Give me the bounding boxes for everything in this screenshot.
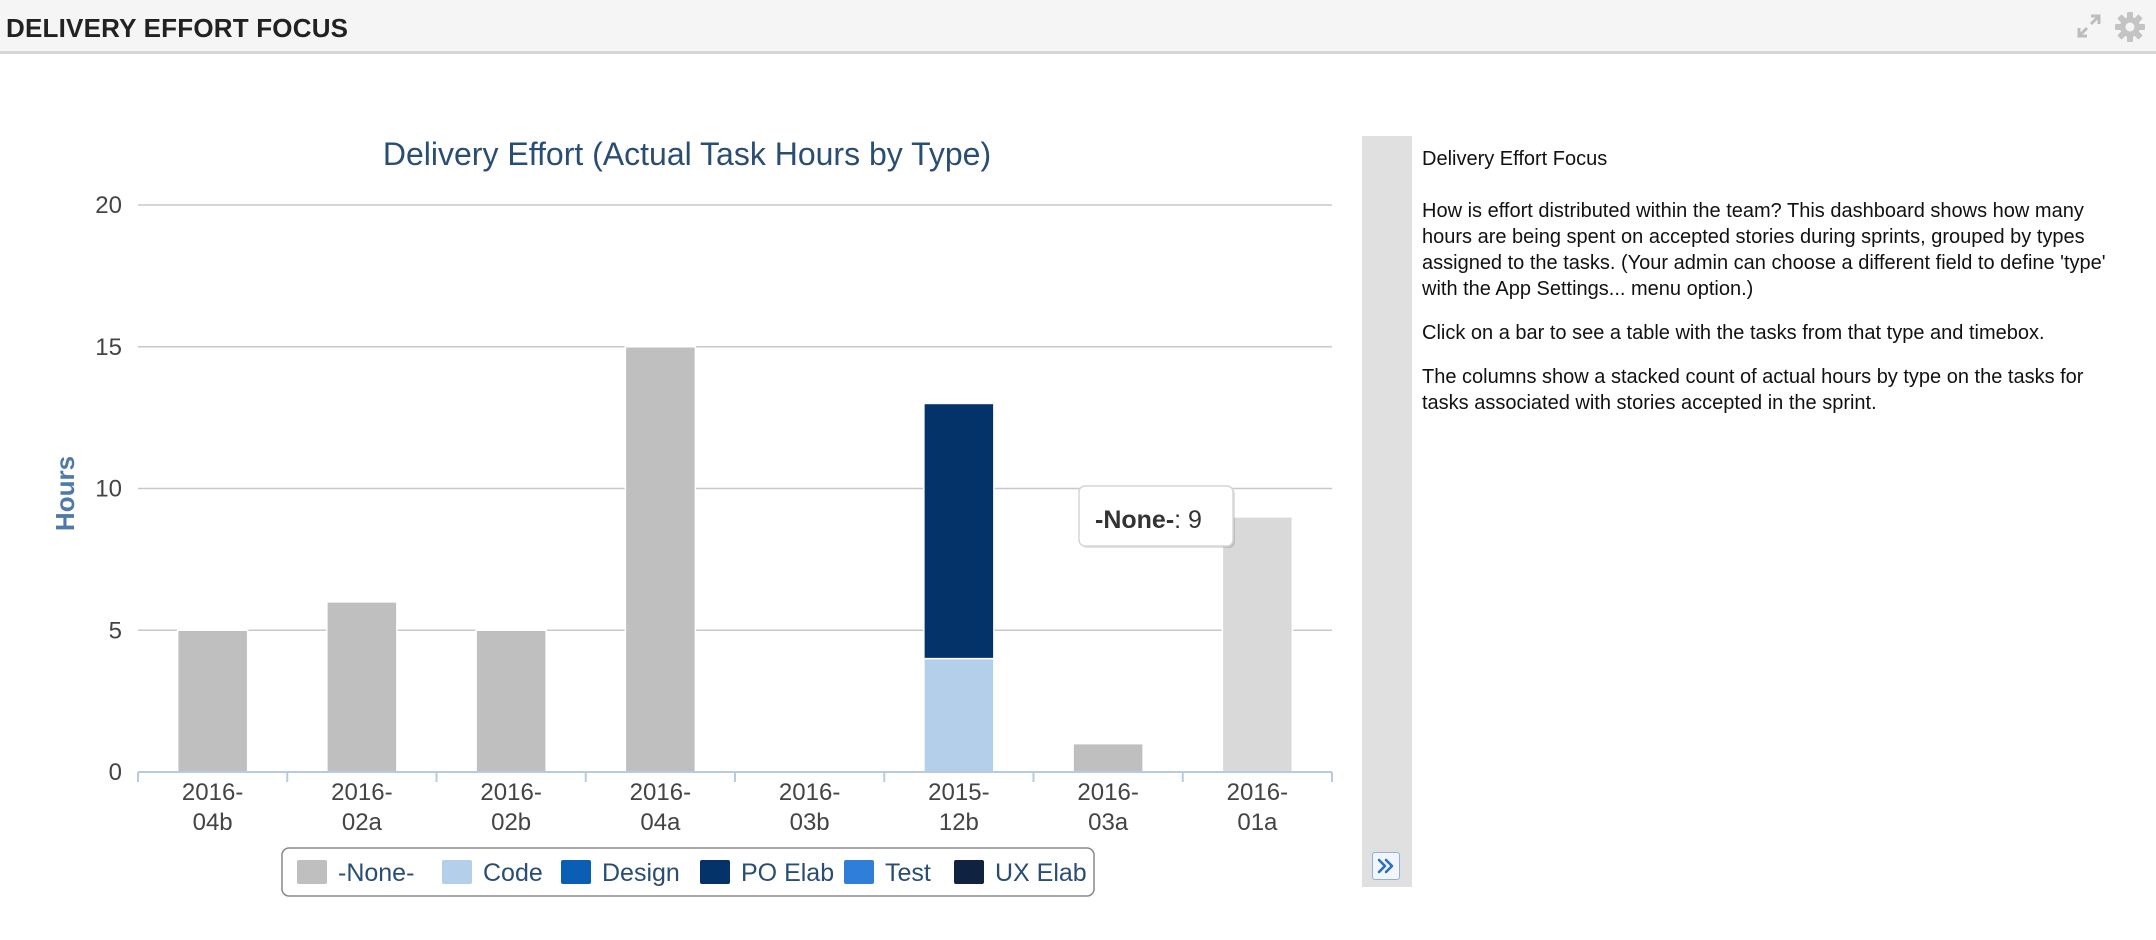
legend-label: Design [602,859,680,887]
x-tick-label: 02b [491,809,531,836]
tooltip [1078,485,1234,547]
bar-none [1072,742,1144,773]
x-tick-label: 2016- [182,779,243,806]
x-tick-label: 2016- [1077,779,1138,806]
y-axis-label: Hours [50,456,80,531]
legend-label: -None- [338,859,414,887]
bar-none [176,629,249,773]
panel-header: DELIVERY EFFORT FOCUS [0,0,2156,54]
x-tick-label: 2015- [928,779,989,806]
x-tick-label: 2016- [1227,779,1288,806]
gear-icon[interactable] [2114,11,2146,48]
x-tick-label: 03b [790,809,830,836]
x-tick-label: 2016- [331,779,392,806]
help-paragraph: How is effort distributed within the tea… [1422,200,2106,300]
x-tick-label: 04a [640,809,681,836]
chart-title: Delivery Effort (Actual Task Hours by Ty… [383,136,991,172]
tooltip-value: : 9 [1174,506,1202,534]
legend-label: UX Elab [995,859,1087,887]
help-paragraph: The columns show a stacked count of actu… [1422,366,2084,414]
x-tick-label: 2016- [779,779,840,806]
bar-chart: Delivery Effort (Actual Task Hours by Ty… [50,136,1333,897]
bar-po-elab [923,402,995,660]
x-tick-label: 12b [939,809,979,836]
legend-swatch [442,860,472,884]
legend-label: PO Elab [741,859,834,887]
y-tick-label: 10 [95,476,122,503]
expand-icon[interactable] [2074,11,2104,46]
help-title: Delivery Effort Focus [1422,148,1608,170]
x-tick-label: 04b [193,809,233,836]
legend-swatch [297,860,327,884]
bar-code [923,657,995,773]
legend-box [281,847,1095,897]
bar-none [475,629,547,773]
help-panel-divider [1362,136,1412,887]
tooltip-series: -None- [1095,506,1174,534]
x-tick-label: 2016- [630,779,691,806]
y-tick-label: 5 [109,617,122,644]
panel-title: DELIVERY EFFORT FOCUS [6,13,349,43]
x-tick-label: 01a [1237,809,1278,836]
tooltip-text: -None-: 9 [1095,506,1202,534]
y-tick-label: 20 [95,192,122,219]
bar-none [1221,516,1294,773]
legend-label: Test [885,859,931,887]
y-tick-label: 15 [95,334,122,361]
legend-swatch [561,860,591,884]
x-tick-label: 03a [1088,809,1129,836]
y-tick-label: 0 [109,759,122,786]
bar-none [624,346,697,773]
x-tick-label: 02a [342,809,383,836]
x-tick-label: 2016- [480,779,541,806]
double-chevron-right-icon[interactable] [1372,852,1400,880]
help-text: Delivery Effort Focus How is effort dist… [1422,146,2116,434]
legend-swatch [844,860,874,884]
help-paragraph: Click on a bar to see a table with the t… [1422,322,2045,344]
bar-none [326,601,398,773]
legend-swatch [700,860,730,884]
legend-swatch [954,860,984,884]
legend-label: Code [483,859,543,887]
